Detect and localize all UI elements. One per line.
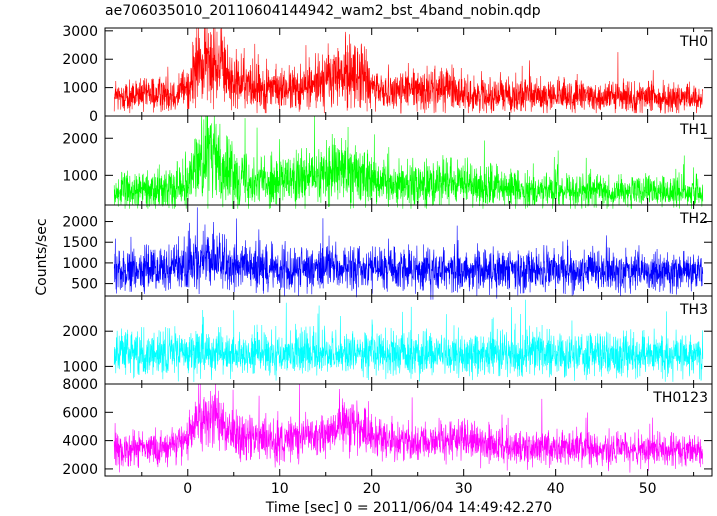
y-tick-label: 1000	[62, 359, 98, 375]
x-axis-label: Time [sec] 0 = 2011/06/04 14:49:42.270	[265, 500, 552, 516]
y-tick-label: 8000	[62, 377, 98, 393]
series-line-th3	[113, 299, 704, 383]
panel-th0123: 2000 4000 6000 8000 TH0123	[62, 377, 713, 478]
y-tick-label: 2000	[62, 215, 98, 231]
series-line-th1	[113, 115, 704, 209]
x-tick-label: 0	[183, 481, 192, 497]
y-tick-label: 1500	[62, 235, 98, 251]
panel-th0: 0 1000 2000 3000 TH0	[62, 24, 713, 125]
y-tick-label: 4000	[62, 434, 98, 450]
panel-th1: 1000 2000 TH1	[62, 115, 713, 209]
x-tick-label: 20	[363, 481, 381, 497]
y-tick-label: 3000	[62, 24, 98, 40]
x-tick-label: 10	[271, 481, 289, 497]
y-tick-label: 500	[71, 277, 98, 293]
y-tick-label: 2000	[62, 462, 98, 478]
panel-label: TH0123	[652, 390, 708, 406]
y-tick-label: 2000	[62, 52, 98, 68]
x-tick-label: 40	[547, 481, 565, 497]
y-tick-label: 0	[89, 109, 98, 125]
y-tick-label: 6000	[62, 405, 98, 421]
panel-label: TH3	[679, 302, 708, 318]
y-tick-label: 1000	[62, 81, 98, 97]
y-tick-label: 2000	[62, 324, 98, 340]
panels-group: 0100020003000TH010002000TH15001000150020…	[62, 24, 713, 497]
chart-title: ae706035010_20110604144942_wam2_bst_4ban…	[105, 3, 541, 19]
panel-label: TH1	[679, 122, 708, 138]
y-axis-label: Counts/sec	[34, 218, 50, 295]
panel-th3: 1000 2000 TH3	[62, 295, 713, 385]
series-line-th0123	[113, 383, 704, 473]
x-tick-label: 30	[455, 481, 473, 497]
panel-frame	[104, 383, 713, 477]
y-tick-label: 2000	[62, 131, 98, 147]
panel-label: TH2	[679, 211, 708, 227]
series-line-th0	[113, 27, 704, 114]
panel-th2: 500 1000 1500 2000 TH2	[62, 204, 713, 300]
panel-label: TH0	[679, 34, 708, 50]
x-tick-label: 50	[639, 481, 657, 497]
series-line-th2	[113, 207, 704, 300]
y-tick-label: 1000	[62, 168, 98, 184]
y-tick-label: 1000	[62, 256, 98, 272]
